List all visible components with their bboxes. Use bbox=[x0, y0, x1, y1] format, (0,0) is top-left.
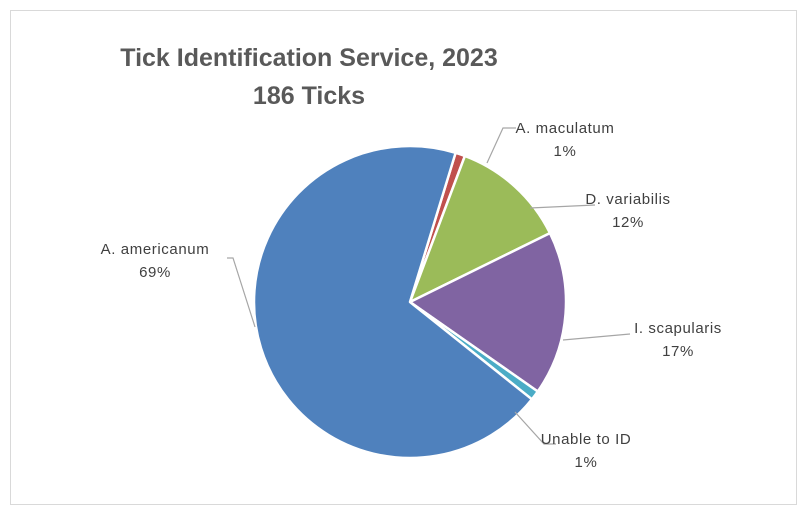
slice-percent-label: 17% bbox=[662, 343, 694, 360]
slice-percent-label: 69% bbox=[139, 264, 171, 281]
slice-percent-label: 1% bbox=[575, 454, 598, 471]
slice-category-label: I. scapularis bbox=[634, 320, 722, 337]
leader-lines bbox=[227, 127, 631, 445]
pie-slice bbox=[252, 144, 534, 460]
data-labels: A. maculatum 1% D. variabilis 12% I. scapula… bbox=[101, 120, 722, 471]
slice-category-label: D. variabilis bbox=[585, 191, 670, 208]
slice-category-label: Unable to ID bbox=[541, 431, 632, 448]
leader-line bbox=[227, 257, 256, 328]
slice-category-label: A. maculatum bbox=[516, 120, 615, 137]
chart-subtitle: 186 Ticks bbox=[253, 82, 365, 110]
pie-slice bbox=[408, 154, 552, 304]
slice-category-label: A. americanum bbox=[101, 241, 210, 258]
leader-line bbox=[486, 127, 516, 164]
slice-percent-label: 1% bbox=[554, 143, 577, 160]
leader-line bbox=[562, 333, 631, 341]
leader-line bbox=[514, 411, 556, 445]
slice-percent-label: 12% bbox=[612, 214, 644, 231]
leader-line bbox=[529, 204, 596, 209]
pie-slices bbox=[252, 144, 568, 460]
pie-slice bbox=[408, 231, 568, 393]
chart-title: Tick Identification Service, 2023 bbox=[120, 44, 498, 72]
